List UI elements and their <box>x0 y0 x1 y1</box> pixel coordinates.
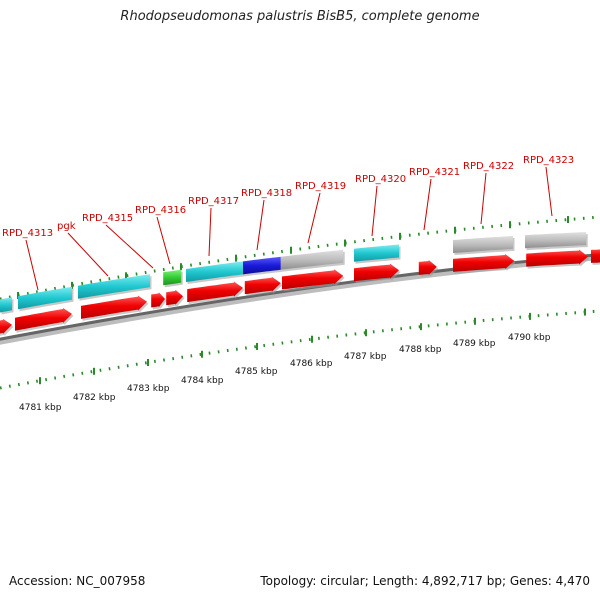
gene-callout-line <box>423 178 432 231</box>
gene-feature <box>15 308 72 331</box>
scale-major-ticks <box>39 308 586 385</box>
scale-label: 4790 kbp <box>508 333 551 343</box>
gene-feature <box>280 249 344 270</box>
gene-label: RPD_4323 <box>523 155 574 166</box>
gene-label: RPD_4313 <box>2 228 53 239</box>
gene-feature <box>243 256 281 275</box>
scale-label: 4787 kbp <box>344 352 387 362</box>
accession-label: Accession: <box>9 574 73 588</box>
topology-label: Topology: <box>260 574 317 588</box>
gene-callout-line <box>371 185 378 237</box>
length-value: 4,892,717 bp <box>421 574 502 588</box>
gene-feature <box>354 263 399 282</box>
scale-labels: 4781 kbp 4782 kbp 4783 kbp 4784 kbp 4785… <box>19 333 551 413</box>
gene-feature <box>453 235 513 253</box>
gene-feature <box>526 249 588 267</box>
accession-info: Accession: NC_007958 <box>9 574 145 588</box>
scale-label: 4789 kbp <box>453 339 496 349</box>
gene-label: RPD_4317 <box>188 196 239 207</box>
gene-callout-line <box>156 216 171 265</box>
gene-callout-line <box>480 172 487 225</box>
gene-feature <box>78 274 150 299</box>
map-title: Rhodopseudomonas palustris BisB5, comple… <box>120 9 480 24</box>
gene-feature <box>186 261 243 282</box>
genes-label: Genes: <box>509 574 552 588</box>
gene-feature <box>0 297 12 313</box>
genes-value: 4,470 <box>555 574 590 588</box>
scale-tick-row <box>0 309 600 390</box>
gene-feature <box>18 286 72 310</box>
gene-callout-line <box>105 224 154 269</box>
accession-value: NC_007958 <box>76 574 146 588</box>
gene-feature <box>0 318 12 334</box>
gene-feature <box>151 292 165 308</box>
scale-label: 4786 kbp <box>290 359 333 369</box>
gene-label: RPD_4319 <box>295 181 346 192</box>
gene-feature <box>453 254 515 272</box>
gene-label: RPD_4318 <box>241 188 292 199</box>
gene-label: RPD_4315 <box>82 213 133 224</box>
scale-label: 4785 kbp <box>235 367 278 377</box>
gene-callout-line <box>25 239 39 291</box>
gene-label: pgk <box>57 221 76 232</box>
scale-label: 4781 kbp <box>19 403 62 413</box>
gene-labels: RPD_4313 pgk RPD_4315 RPD_4316 RPD_4317 … <box>2 155 574 239</box>
gene-feature <box>81 295 147 319</box>
gene-feature <box>525 232 587 249</box>
gene-feature <box>244 276 281 295</box>
gene-feature <box>418 260 437 275</box>
gene-feature <box>354 244 399 262</box>
gene-label: RPD_4321 <box>409 167 460 178</box>
gene-callout-line <box>307 192 321 244</box>
gene-feature <box>163 269 182 286</box>
gene-callout-line <box>256 199 265 251</box>
gene-feature <box>282 269 344 290</box>
scale-label: 4783 kbp <box>127 384 170 394</box>
outer-tick-row <box>0 215 600 301</box>
gene-features <box>0 232 600 336</box>
gene-label: RPD_4316 <box>135 205 186 216</box>
gene-callout-line <box>545 166 553 217</box>
scale-label: 4784 kbp <box>181 376 224 386</box>
gene-callouts <box>25 166 553 291</box>
topology-value: circular <box>320 574 365 588</box>
length-label: Length: <box>372 574 419 588</box>
gene-callout-line <box>67 232 109 277</box>
scale-label: 4782 kbp <box>73 393 116 403</box>
genome-stats: Topology: circular; Length: 4,892,717 bp… <box>260 574 590 588</box>
gene-label: RPD_4322 <box>463 161 514 172</box>
scale-label: 4788 kbp <box>399 345 442 355</box>
gene-feature <box>187 281 243 303</box>
gene-callout-line <box>208 207 212 257</box>
gene-feature <box>591 249 600 263</box>
gene-feature <box>166 289 183 306</box>
gene-label: RPD_4320 <box>355 174 406 185</box>
